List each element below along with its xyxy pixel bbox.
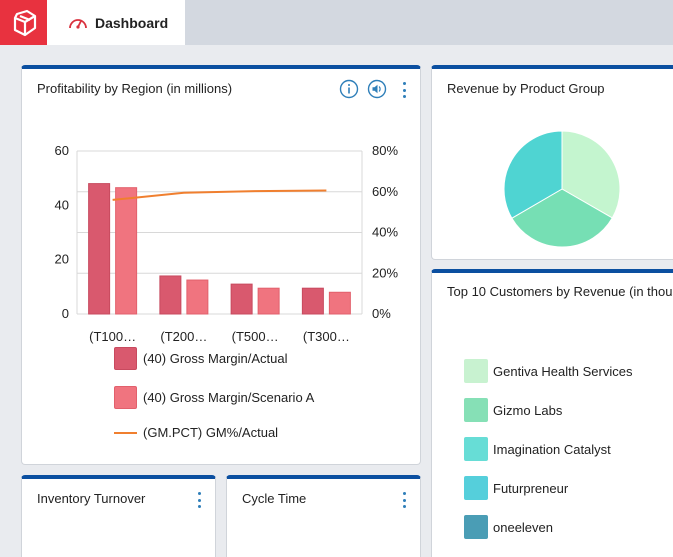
y2-tick-label: 0% <box>372 306 391 321</box>
line-series[interactable] <box>112 189 327 201</box>
legend-label: Imagination Catalyst <box>493 441 611 457</box>
legend-label: (40) Gross Margin/Scenario A <box>143 390 315 405</box>
legend-label: (40) Gross Margin/Actual <box>143 351 288 366</box>
legend-swatch <box>114 431 137 434</box>
info-icon[interactable] <box>339 79 359 99</box>
legend-label: Gizmo Labs <box>493 402 563 418</box>
y-tick-label: 60 <box>55 143 69 158</box>
bar[interactable] <box>328 291 351 315</box>
y-tick-label: 0 <box>62 306 69 321</box>
legend-swatch <box>464 476 488 500</box>
y2-tick-label: 60% <box>372 184 398 199</box>
cube-logo-icon <box>13 9 36 36</box>
top-bar: Dashboard <box>0 0 673 45</box>
panel-title: Inventory Turnover <box>37 491 146 506</box>
profitability-chart: 60 40 20 0 80% 60% 40% 20% 0% (T100… (T200… (T500… (… <box>55 143 399 344</box>
bar[interactable] <box>115 187 138 315</box>
panel-title: Profitability by Region (in millions) <box>37 81 233 96</box>
panel-title: Cycle Time <box>242 491 307 506</box>
legend-label: oneeleven <box>493 519 553 535</box>
bar[interactable] <box>230 283 253 315</box>
x-tick-label: (T500… <box>232 329 279 344</box>
dashboard-content: Profitability by Region (in millions) 60… <box>0 45 673 557</box>
customer-legend-item[interactable]: oneeleven <box>464 515 553 539</box>
bar[interactable] <box>301 287 324 315</box>
customer-legend-item[interactable]: Gentiva Health Services <box>464 359 632 383</box>
tab-dashboard[interactable]: Dashboard <box>47 0 185 45</box>
customer-legend-item[interactable]: Futurpreneur <box>464 476 568 500</box>
legend-label: Futurpreneur <box>493 480 569 496</box>
gauge-icon <box>67 15 89 31</box>
y-tick-label: 20 <box>55 252 69 267</box>
revenue-group-panel: Revenue by Product Group <box>431 65 673 260</box>
bar[interactable] <box>159 275 182 315</box>
x-tick-label: (T300… <box>303 329 350 344</box>
legend-swatch <box>464 359 488 383</box>
x-tick-label: (T100… <box>89 329 136 344</box>
revenue-pie-chart <box>503 130 621 248</box>
legend-item[interactable]: (40) Gross Margin/Actual <box>114 347 288 370</box>
speaker-icon[interactable] <box>367 79 387 99</box>
bar[interactable] <box>88 183 111 315</box>
customer-legend-item[interactable]: Gizmo Labs <box>464 398 562 422</box>
bar[interactable] <box>186 279 209 315</box>
pie-slice[interactable] <box>561 130 621 219</box>
y2-tick-label: 20% <box>372 265 398 280</box>
inventory-panel: Inventory Turnover <box>21 475 216 557</box>
legend-swatch <box>464 515 488 539</box>
bar[interactable] <box>257 287 280 315</box>
legend-swatch <box>114 386 137 409</box>
y-tick-label: 40 <box>55 197 69 212</box>
legend-swatch <box>464 398 488 422</box>
top-customers-panel: Top 10 Customers by Revenue (in thousand… <box>431 269 673 557</box>
legend-swatch <box>464 437 488 461</box>
pie-slice[interactable] <box>511 188 613 248</box>
customer-legend-item[interactable]: Imagination Catalyst <box>464 437 611 461</box>
legend-item[interactable]: (GM.PCT) GM%/Actual <box>114 425 278 440</box>
cycle-time-panel: Cycle Time <box>226 475 421 557</box>
more-options-icon[interactable] <box>196 492 202 508</box>
profitability-panel: Profitability by Region (in millions) 60… <box>21 65 421 465</box>
y2-tick-label: 80% <box>372 143 398 158</box>
tab-label: Dashboard <box>95 14 169 31</box>
x-tick-label: (T200… <box>160 329 207 344</box>
more-options-icon[interactable] <box>401 82 407 98</box>
legend-item[interactable]: (40) Gross Margin/Scenario A <box>114 386 314 409</box>
legend-label: Gentiva Health Services <box>493 363 633 379</box>
panel-title: Top 10 Customers by Revenue (in thousand… <box>447 284 673 299</box>
legend-swatch <box>114 347 137 370</box>
more-options-icon[interactable] <box>401 492 407 508</box>
legend-label: (GM.PCT) GM%/Actual <box>143 425 279 440</box>
y2-tick-label: 40% <box>372 225 398 240</box>
panel-title: Revenue by Product Group <box>447 81 605 96</box>
app-logo[interactable] <box>0 0 47 45</box>
pie-slice[interactable] <box>503 130 563 219</box>
